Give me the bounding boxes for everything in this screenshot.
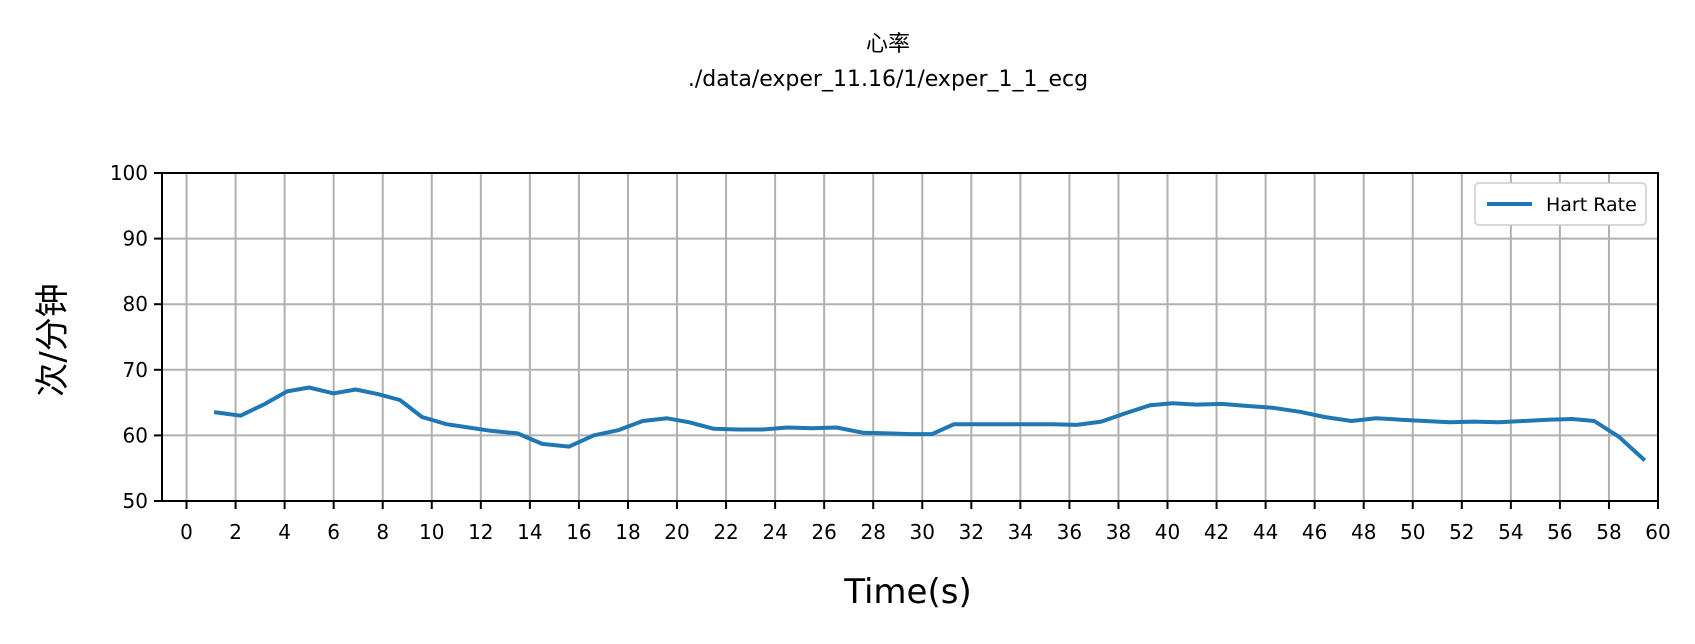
x-tick-label: 42 <box>1204 520 1229 544</box>
y-tick-label: 80 <box>123 292 148 316</box>
x-tick-label: 52 <box>1449 520 1474 544</box>
x-tick-label: 4 <box>278 520 291 544</box>
x-tick-label: 22 <box>713 520 738 544</box>
legend-label: Hart Rate <box>1546 194 1637 216</box>
x-tick-label: 38 <box>1106 520 1131 544</box>
x-tick-label: 26 <box>811 520 836 544</box>
x-tick-label: 12 <box>468 520 493 544</box>
x-tick-label: 58 <box>1596 520 1621 544</box>
plot-frame <box>161 172 1659 502</box>
x-tick-label: 30 <box>910 520 935 544</box>
chart-title: 心率 <box>866 32 910 57</box>
x-tick-label: 8 <box>376 520 389 544</box>
x-tick-label: 32 <box>959 520 984 544</box>
x-tick-label: 50 <box>1400 520 1425 544</box>
x-tick-label: 46 <box>1302 520 1327 544</box>
x-tick-label: 24 <box>762 520 787 544</box>
y-tick-label: 90 <box>123 227 148 251</box>
x-tick-label: 28 <box>860 520 885 544</box>
x-tick-label: 14 <box>517 520 542 544</box>
x-tick-label: 34 <box>1008 520 1033 544</box>
x-tick-label: 60 <box>1645 520 1670 544</box>
series-line-hart-rate <box>213 385 1647 462</box>
x-axis-label: Time(s) <box>843 572 971 612</box>
grid-lines <box>162 172 1659 502</box>
x-tick-label: 40 <box>1155 520 1180 544</box>
legend: Hart Rate <box>1474 182 1647 226</box>
x-tick-label: 44 <box>1253 520 1278 544</box>
x-tick-label: 2 <box>229 520 242 544</box>
x-tick-label: 6 <box>327 520 340 544</box>
x-tick-label: 20 <box>664 520 689 544</box>
x-tick-label: 56 <box>1547 520 1572 544</box>
chart-subtitle: ./data/exper_11.16/1/exper_1_1_ecg <box>688 67 1088 92</box>
y-tick-label: 50 <box>123 489 148 513</box>
x-tick-label: 54 <box>1498 520 1523 544</box>
series-layer <box>213 385 1647 462</box>
x-tick-label: 10 <box>419 520 444 544</box>
y-tick-label: 70 <box>123 358 148 382</box>
y-axis-label: 次/分钟 <box>33 283 73 396</box>
x-tick-label: 48 <box>1351 520 1376 544</box>
x-tick-label: 0 <box>180 520 193 544</box>
y-tick-label: 60 <box>123 423 148 447</box>
x-tick-label: 16 <box>566 520 591 544</box>
y-tick-label: 100 <box>110 161 148 185</box>
axis-ticks: 0 2 4 6 8 10 12 14 16 18 20 22 24 26 28 30 32 34 36 38 40 42 4… <box>110 161 1671 544</box>
legend-box <box>1474 182 1647 226</box>
x-tick-label: 18 <box>615 520 640 544</box>
x-tick-label: 36 <box>1057 520 1082 544</box>
